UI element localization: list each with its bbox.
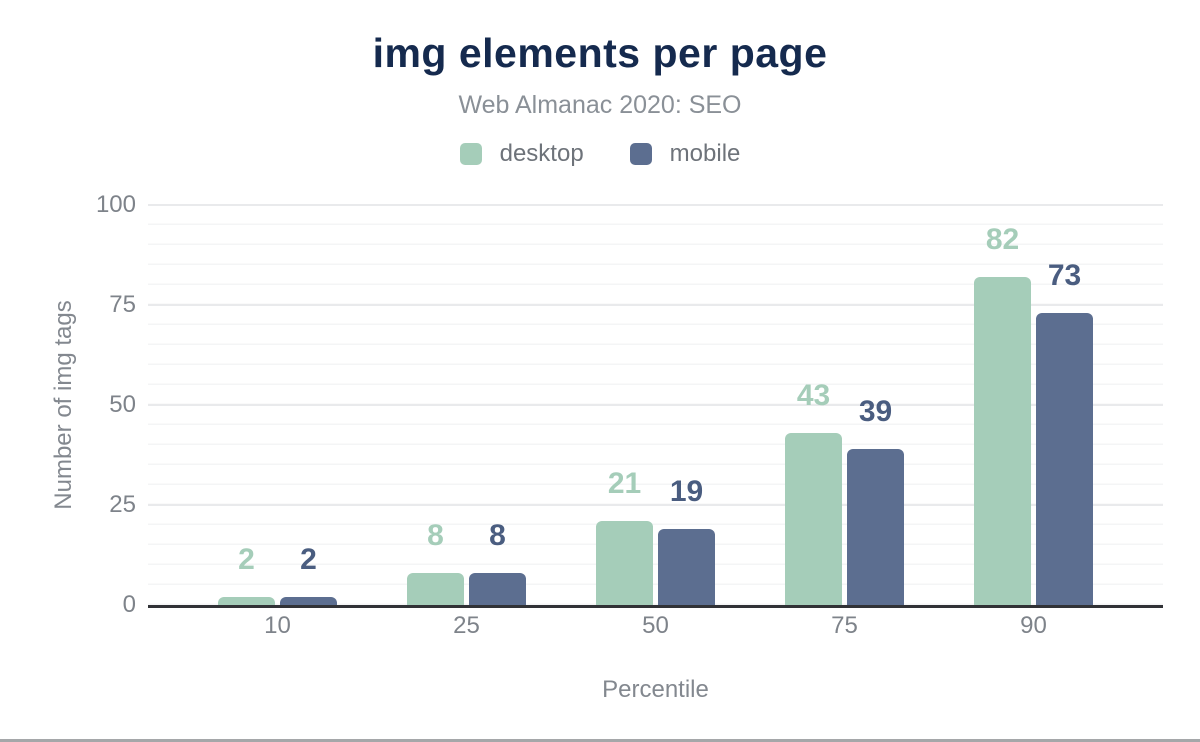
legend-label-desktop: desktop [499, 140, 584, 167]
x-tick-75: 75 [831, 612, 858, 639]
bar-slot-mobile-p25: 8 [469, 521, 526, 605]
value-label-desktop-p50: 21 [607, 467, 642, 500]
bar-group-p75: 43 39 [750, 205, 939, 605]
value-label-desktop-p10: 2 [238, 543, 255, 576]
gridline-75 [148, 304, 1163, 306]
x-axis-title: Percentile [602, 676, 709, 703]
value-label-mobile-p10: 2 [300, 543, 317, 576]
bar-mobile-p50[interactable] [658, 529, 715, 605]
bar-mobile-p25[interactable] [469, 573, 526, 605]
x-tick-25: 25 [453, 612, 480, 639]
value-label-mobile-p50: 19 [669, 475, 704, 508]
plot-area: 2 2 8 8 21 19 43 39 82 73 [148, 204, 1163, 608]
bar-group-p90: 82 73 [939, 205, 1128, 605]
chart-subtitle: Web Almanac 2020: SEO [458, 91, 742, 119]
bar-group-p50: 21 19 [561, 205, 750, 605]
bar-desktop-p90[interactable] [974, 277, 1031, 605]
legend-swatch-mobile [629, 143, 652, 165]
bar-slot-desktop-p90: 82 [974, 225, 1031, 605]
x-axis-ticks: 10 25 50 75 90 [148, 612, 1163, 640]
value-label-desktop-p25: 8 [427, 519, 444, 552]
bar-desktop-p10[interactable] [218, 597, 275, 605]
value-label-desktop-p90: 82 [985, 223, 1020, 256]
bar-slot-mobile-p10: 2 [280, 545, 337, 605]
gridline-100 [148, 204, 1163, 206]
page-divider [0, 739, 1200, 742]
gridline-50 [148, 404, 1163, 406]
y-tick-100: 100 [95, 191, 136, 218]
bar-mobile-p75[interactable] [847, 449, 904, 605]
bar-slot-desktop-p25: 8 [407, 521, 464, 605]
bar-slot-mobile-p75: 39 [847, 397, 904, 605]
chart-title: img elements per page [372, 30, 828, 76]
bar-mobile-p10[interactable] [280, 597, 337, 605]
legend: desktop mobile [0, 140, 1200, 168]
gridline-25 [148, 504, 1163, 506]
bar-slot-desktop-p75: 43 [785, 381, 842, 605]
bar-mobile-p90[interactable] [1036, 313, 1093, 605]
legend-label-mobile: mobile [669, 140, 741, 167]
value-label-mobile-p90: 73 [1047, 259, 1082, 292]
x-tick-10: 10 [264, 612, 291, 639]
y-tick-25: 25 [109, 491, 136, 518]
bar-groups: 2 2 8 8 21 19 43 39 82 73 [148, 205, 1163, 605]
value-label-mobile-p75: 39 [858, 395, 893, 428]
legend-item-desktop[interactable]: desktop [459, 140, 584, 168]
value-label-mobile-p25: 8 [489, 519, 506, 552]
bar-desktop-p75[interactable] [785, 433, 842, 605]
bar-slot-desktop-p10: 2 [218, 545, 275, 605]
bar-desktop-p25[interactable] [407, 573, 464, 605]
bar-slot-mobile-p90: 73 [1036, 261, 1093, 605]
x-tick-90: 90 [1020, 612, 1047, 639]
y-tick-50: 50 [109, 391, 136, 418]
y-tick-0: 0 [122, 591, 136, 618]
x-tick-50: 50 [642, 612, 669, 639]
y-axis-ticks: 0 25 50 75 100 [0, 191, 136, 618]
value-label-desktop-p75: 43 [796, 379, 831, 412]
bar-slot-desktop-p50: 21 [596, 469, 653, 605]
bar-slot-mobile-p50: 19 [658, 477, 715, 605]
bar-desktop-p50[interactable] [596, 521, 653, 605]
y-tick-75: 75 [109, 291, 136, 318]
legend-swatch-desktop [459, 143, 482, 165]
legend-item-mobile[interactable]: mobile [629, 140, 741, 168]
